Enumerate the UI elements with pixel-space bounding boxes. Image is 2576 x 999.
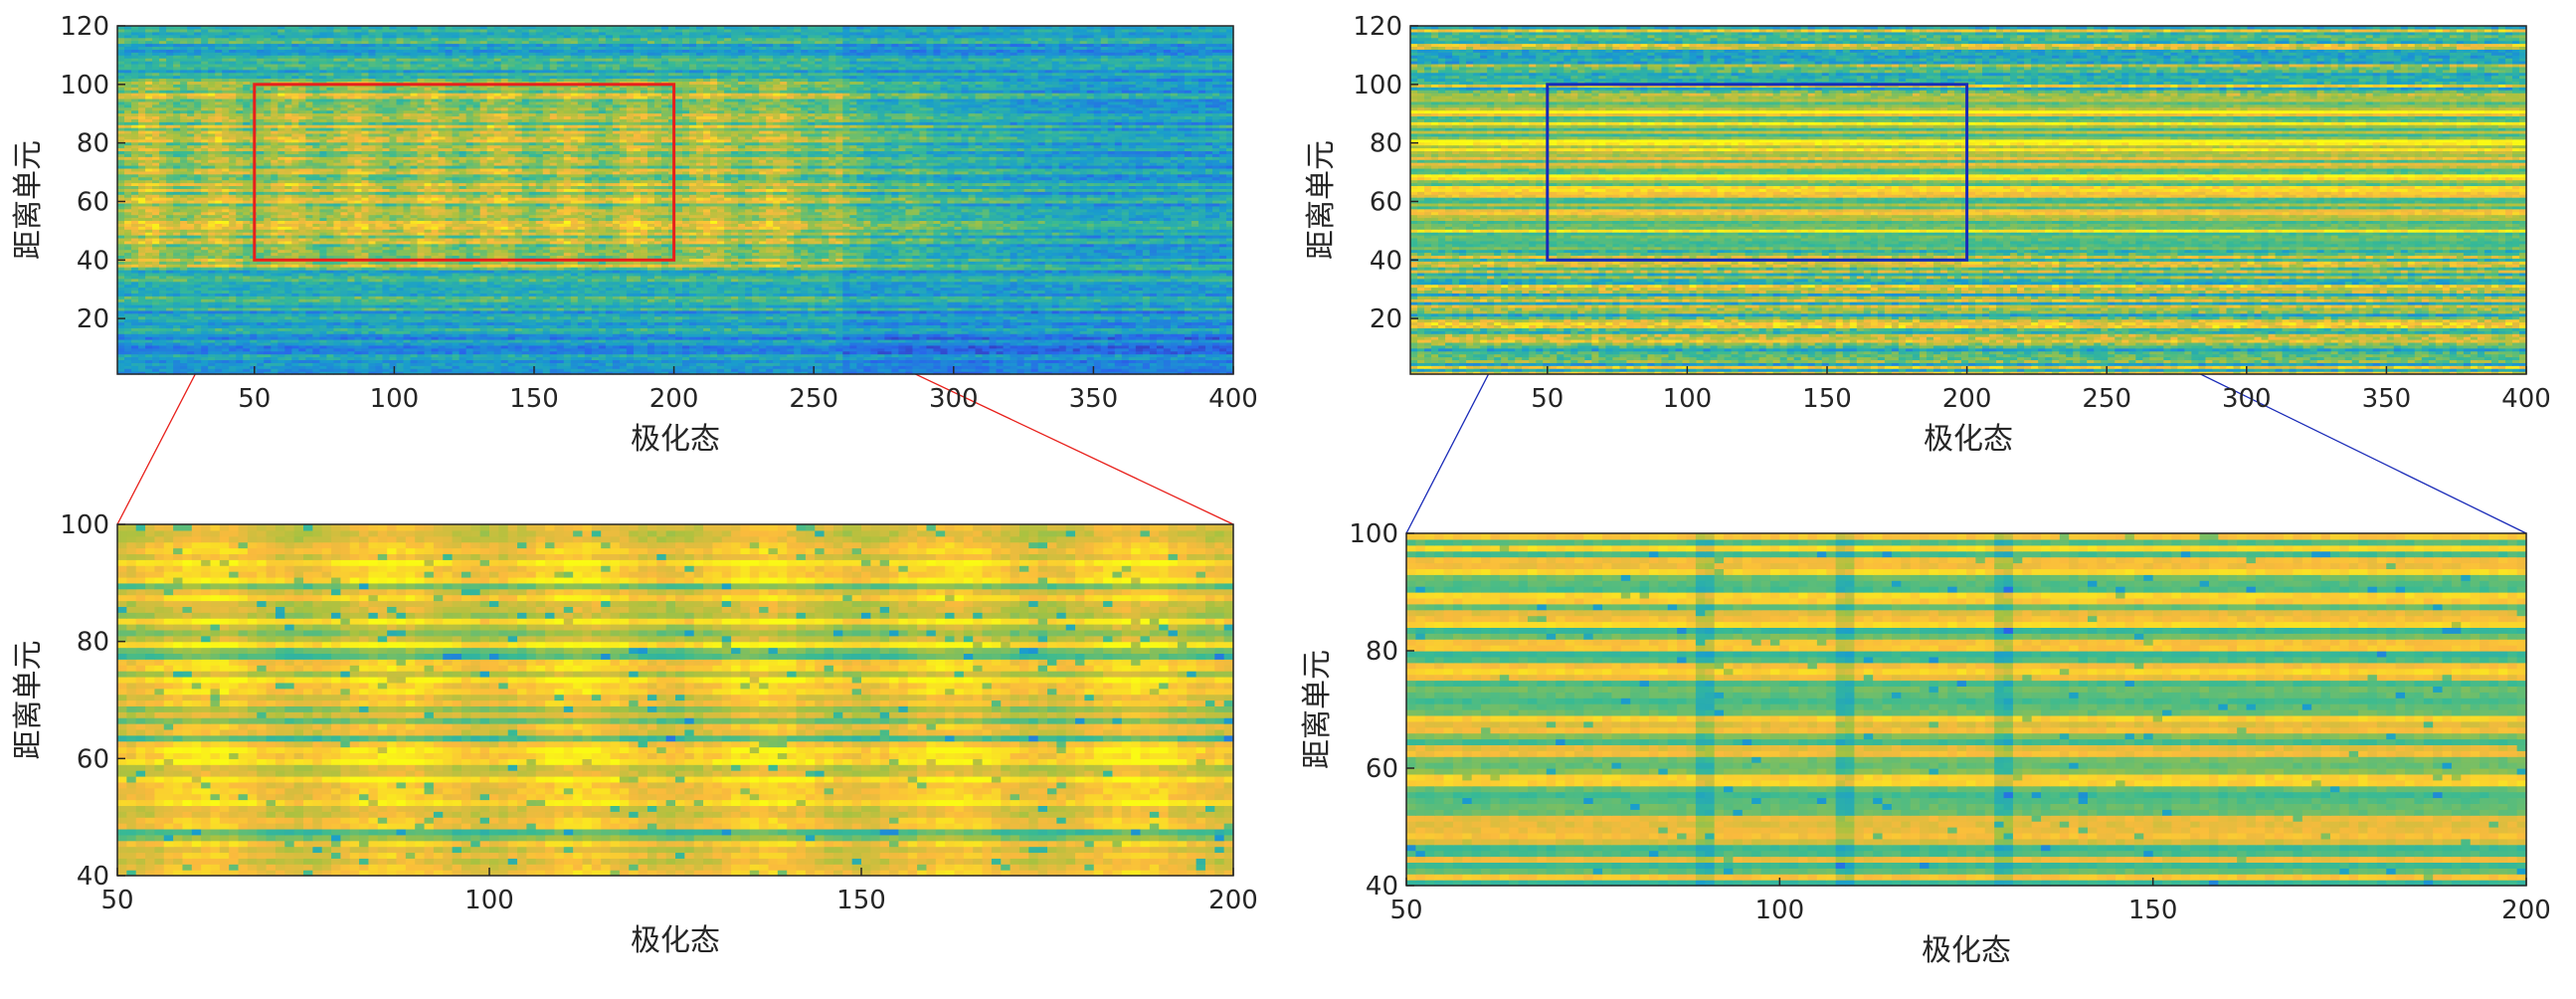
figure-canvas: 50 100 150 200 250 300 350 40020406080100120 极化… — [0, 0, 2576, 999]
top-left-heatmap-cells — [117, 26, 1234, 375]
